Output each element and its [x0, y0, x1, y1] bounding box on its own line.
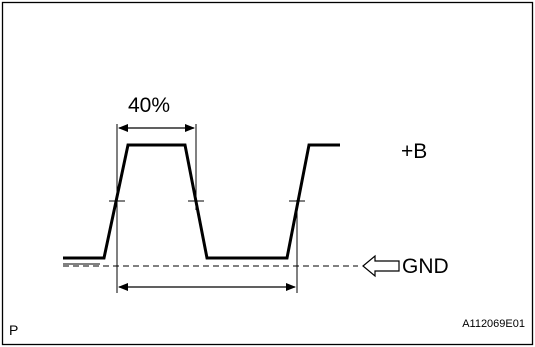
ground-label: GND — [402, 255, 449, 278]
ground-arrow-icon — [362, 254, 400, 278]
figure-code-label: A112069E01 — [462, 318, 525, 330]
corner-letter-label: P — [9, 322, 19, 338]
high-level-label: +B — [401, 140, 428, 163]
duty-cycle-label: 40% — [128, 94, 171, 117]
